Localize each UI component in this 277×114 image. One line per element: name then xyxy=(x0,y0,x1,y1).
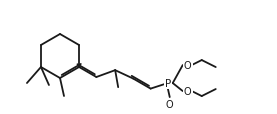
Text: O: O xyxy=(184,86,191,96)
Text: O: O xyxy=(184,61,191,70)
Text: P: P xyxy=(165,78,171,88)
Text: O: O xyxy=(166,99,174,109)
